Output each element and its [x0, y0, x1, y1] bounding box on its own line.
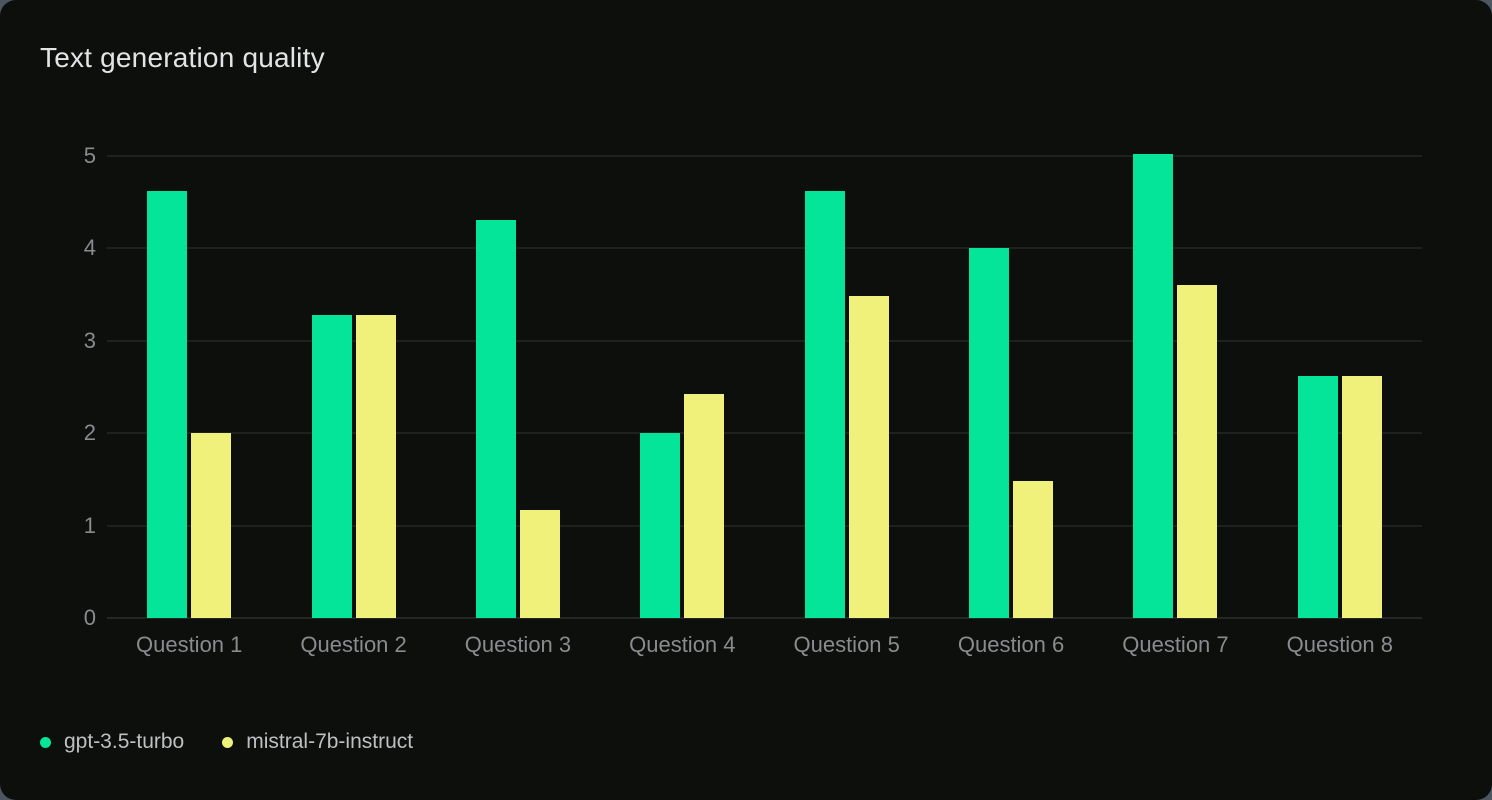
gridline-y-3 — [107, 339, 1422, 342]
y-tick-label-0: 0 — [83, 605, 96, 630]
legend-dot-icon — [40, 736, 51, 748]
bar-group-7 — [1093, 154, 1257, 618]
bar-gpt-3.5-turbo-1[interactable] — [147, 191, 188, 618]
bar-group-3 — [436, 156, 600, 618]
bar-gpt-3.5-turbo-5[interactable] — [804, 191, 845, 618]
bar-group-6 — [929, 156, 1093, 618]
bar-mistral-7b-instruct-6[interactable] — [1013, 481, 1054, 618]
bar-gpt-3.5-turbo-6[interactable] — [969, 248, 1010, 618]
gridline-y-4 — [107, 247, 1422, 250]
x-tick-label-5: Question 5 — [793, 632, 900, 657]
bar-group-5 — [765, 156, 929, 618]
chart-title: Text generation quality — [40, 42, 325, 73]
gridline-y-1 — [107, 524, 1422, 527]
legend-dot-icon — [222, 736, 234, 748]
x-tick-label-3: Question 3 — [464, 632, 572, 657]
gridline-y-0 — [107, 617, 1422, 619]
bar-mistral-7b-instruct-5[interactable] — [848, 295, 889, 618]
bar-gpt-3.5-turbo-4[interactable] — [640, 433, 681, 618]
gridline-y-2 — [107, 432, 1422, 435]
bar-mistral-7b-instruct-1[interactable] — [191, 433, 232, 618]
legend-label: mistral-7b-instruct — [246, 730, 414, 753]
bar-group-4 — [600, 156, 764, 618]
bar-gpt-3.5-turbo-2[interactable] — [311, 314, 352, 618]
x-tick-label-4: Question 4 — [629, 632, 736, 657]
legend-label: gpt-3.5-turbo — [64, 730, 185, 753]
bar-mistral-7b-instruct-4[interactable] — [684, 393, 725, 618]
x-tick-label-8: Question 8 — [1286, 632, 1394, 657]
bar-gpt-3.5-turbo-8[interactable] — [1297, 375, 1338, 618]
bar-mistral-7b-instruct-7[interactable] — [1177, 285, 1218, 618]
x-tick-label-1: Question 1 — [135, 632, 243, 657]
x-tick-label-7: Question 7 — [1122, 632, 1229, 657]
legend: gpt-3.5-turbo mistral-7b-instruct — [40, 730, 413, 754]
y-tick-label-2: 2 — [83, 420, 96, 446]
bar-mistral-7b-instruct-2[interactable] — [355, 314, 396, 618]
bar-group-8 — [1258, 156, 1422, 618]
y-tick-label-3: 3 — [83, 327, 96, 353]
legend-item-gpt-3.5-turbo[interactable]: gpt-3.5-turbo — [40, 730, 184, 754]
x-tick-label-2: Question 2 — [300, 632, 407, 657]
x-axis-labels: Question 1 Question 2 Question 3 Question 4… — [107, 632, 1422, 658]
y-axis-labels: 0 1 2 3 4 5 — [40, 145, 96, 629]
y-tick-label-1: 1 — [83, 512, 96, 538]
bar-group-2 — [271, 156, 435, 618]
x-tick-label-6: Question 6 — [957, 632, 1065, 657]
gridline-y-5 — [107, 155, 1422, 157]
bar-groups — [107, 154, 1422, 618]
bar-mistral-7b-instruct-3[interactable] — [519, 509, 560, 618]
bar-mistral-7b-instruct-8[interactable] — [1341, 375, 1382, 618]
bar-gpt-3.5-turbo-3[interactable] — [475, 219, 516, 618]
y-tick-label-5: 5 — [83, 143, 96, 168]
y-tick-label-4: 4 — [83, 235, 96, 261]
legend-item-mistral-7b-instruct[interactable]: mistral-7b-instruct — [222, 730, 413, 754]
bar-group-1 — [107, 156, 271, 618]
plot-area — [107, 154, 1422, 619]
bar-gpt-3.5-turbo-7[interactable] — [1133, 154, 1174, 618]
